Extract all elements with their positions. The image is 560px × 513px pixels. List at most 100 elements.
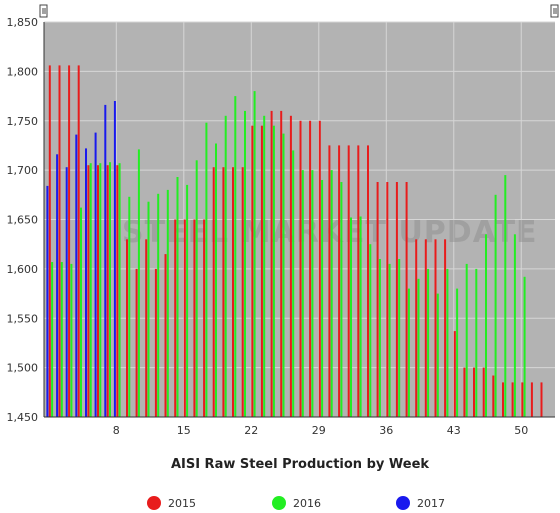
- bar-2016-week-22: [253, 91, 256, 417]
- bar-2015-week-15: [183, 219, 186, 417]
- bar-2015-week-48: [502, 382, 504, 417]
- x-tick-label: 8: [113, 424, 120, 437]
- bar-2015-week-27: [299, 120, 302, 418]
- bar-2016-week-36: [388, 263, 391, 417]
- bar-2016-week-16: [195, 160, 198, 418]
- legend: 2015 2016 2017: [147, 496, 445, 510]
- bar-2016-week-5: [89, 163, 92, 417]
- bar-2016-week-33: [359, 216, 362, 417]
- y-tick-label: 1,550: [7, 312, 39, 325]
- y-tick-label: 1,750: [7, 115, 39, 128]
- bar-2015-week-10: [135, 268, 138, 417]
- bar-2016-week-18: [215, 143, 217, 417]
- bar-2016-week-8: [118, 163, 121, 417]
- x-tick-label: 36: [379, 424, 393, 437]
- bar-2015-week-23: [260, 125, 263, 417]
- legend-label-2016: 2016: [293, 497, 321, 510]
- bar-2015-week-4: [77, 65, 80, 418]
- bar-2016-week-41: [436, 293, 439, 417]
- bar-2015-week-1: [48, 65, 51, 418]
- bar-2017-week-1: [46, 185, 49, 417]
- x-tick-label: 15: [177, 424, 191, 437]
- bar-2016-week-46: [485, 234, 487, 417]
- bar-2015-week-40: [424, 239, 427, 418]
- bar-2015-week-11: [145, 239, 148, 418]
- bar-2016-week-42: [446, 268, 449, 417]
- bar-2016-week-34: [369, 244, 372, 417]
- bar-2016-week-27: [301, 170, 304, 417]
- bar-2017-week-3: [65, 167, 68, 417]
- bar-2015-week-50: [521, 382, 524, 417]
- bar-2016-week-43: [456, 288, 459, 417]
- x-tick-label: 50: [514, 424, 528, 437]
- bar-2015-week-44: [463, 367, 466, 417]
- bar-2016-week-45: [475, 268, 478, 417]
- bar-2015-week-36: [386, 182, 389, 417]
- bar-2015-week-7: [106, 165, 109, 417]
- bar-2016-week-17: [205, 122, 208, 417]
- x-axis-ticks: 8 15 22 29 36 43 50: [113, 424, 528, 437]
- legend-marker-2016: [272, 496, 286, 510]
- bar-2015-week-21: [241, 167, 244, 417]
- x-tick-label: 22: [244, 424, 258, 437]
- bar-2015-week-43: [453, 331, 456, 417]
- bar-2016-week-20: [234, 96, 237, 417]
- bar-2016-week-40: [427, 268, 430, 417]
- bar-2015-week-18: [212, 167, 215, 417]
- bar-2016-week-24: [272, 125, 275, 417]
- bar-2015-week-20: [232, 167, 234, 417]
- bar-2015-week-17: [203, 219, 206, 417]
- y-tick-label: 1,700: [7, 164, 39, 177]
- bar-2017-week-8: [113, 101, 116, 417]
- bar-2016-week-6: [99, 163, 102, 417]
- bar-2016-week-49: [513, 234, 516, 417]
- bar-2016-week-50: [523, 276, 526, 417]
- bar-2016-week-10: [137, 149, 140, 417]
- bar-2016-week-47: [494, 194, 497, 417]
- bar-2015-week-33: [357, 145, 360, 417]
- bar-2016-week-35: [378, 259, 381, 417]
- bar-2015-week-28: [309, 120, 312, 418]
- bar-2017-week-4: [75, 134, 78, 417]
- bar-2015-week-51: [530, 382, 533, 417]
- bar-2015-week-42: [444, 239, 447, 418]
- bar-2015-week-13: [164, 254, 167, 417]
- bar-2017-week-2: [56, 154, 59, 418]
- y-tick-label: 1,450: [7, 411, 39, 424]
- bar-2015-week-8: [116, 165, 119, 417]
- bar-2015-week-6: [97, 165, 99, 417]
- bar-2015-week-12: [154, 268, 157, 417]
- bar-2016-week-32: [350, 217, 352, 417]
- bar-2016-week-19: [224, 115, 227, 418]
- bar-2015-week-2: [58, 65, 61, 418]
- bar-2015-week-19: [222, 167, 225, 417]
- y-tick-label: 1,800: [7, 65, 39, 78]
- chart-title: AISI Raw Steel Production by Week: [171, 457, 429, 472]
- y-tick-label: 1,650: [7, 214, 39, 227]
- legend-label-2017: 2017: [417, 497, 445, 510]
- bar-2016-week-12: [157, 193, 160, 417]
- x-tick-label: 43: [447, 424, 461, 437]
- bar-2015-week-46: [482, 367, 485, 417]
- bar-2016-week-9: [128, 196, 131, 417]
- bar-2016-week-15: [186, 184, 189, 417]
- bar-2016-week-1: [51, 262, 54, 417]
- bar-2015-week-39: [415, 239, 418, 418]
- bar-2015-week-22: [251, 125, 254, 417]
- bar-2015-week-9: [126, 239, 128, 418]
- bar-2015-week-26: [289, 115, 292, 418]
- bar-2017-week-6: [94, 132, 97, 417]
- legend-marker-2015: [147, 496, 161, 510]
- bar-2016-week-44: [465, 263, 468, 417]
- y-tick-label: 1,600: [7, 263, 39, 276]
- bar-2015-week-32: [347, 145, 350, 417]
- y-axis-ticks: 1,450 1,500 1,550 1,600 1,650 1,700 1,750 1,800…: [7, 16, 39, 424]
- legend-marker-2017: [396, 496, 410, 510]
- bar-2015-week-35: [376, 182, 379, 417]
- bar-2016-week-48: [504, 175, 507, 417]
- bar-2017-week-7: [104, 104, 107, 418]
- bar-2017-week-5: [85, 148, 87, 417]
- bar-2015-week-45: [473, 367, 475, 417]
- bar-2015-week-5: [87, 165, 90, 417]
